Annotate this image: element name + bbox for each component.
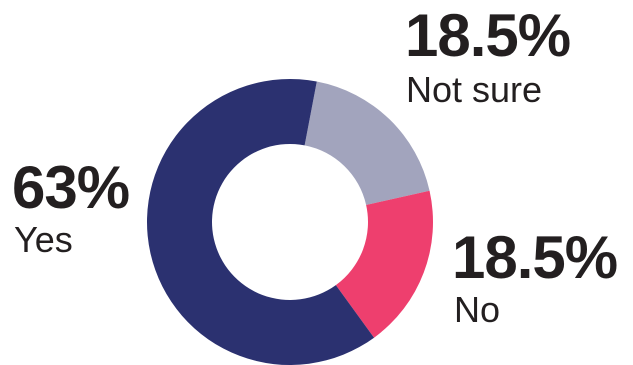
data-label-not-sure-percent: 18.5% — [405, 2, 571, 69]
data-label-no-percent: 18.5% — [452, 224, 618, 291]
data-label-yes-percent: 63% — [12, 154, 130, 221]
donut-slice-not-sure — [304, 81, 430, 205]
category-label-yes: Yes — [14, 219, 73, 260]
category-label-no: No — [454, 289, 501, 330]
donut-slice-no — [335, 190, 433, 338]
category-label-not-sure: Not sure — [406, 69, 543, 110]
donut-slice-yes — [146, 78, 375, 365]
